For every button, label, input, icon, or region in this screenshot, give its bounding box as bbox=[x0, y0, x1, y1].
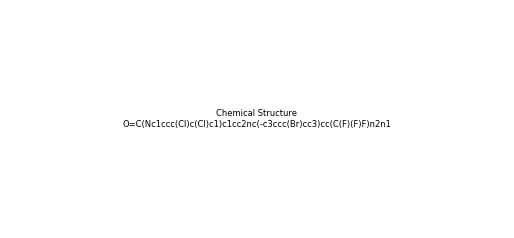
Text: Chemical Structure
O=C(Nc1ccc(Cl)c(Cl)c1)c1cc2nc(-c3ccc(Br)cc3)cc(C(F)(F)F)n2n1: Chemical Structure O=C(Nc1ccc(Cl)c(Cl)c1… bbox=[122, 109, 392, 129]
